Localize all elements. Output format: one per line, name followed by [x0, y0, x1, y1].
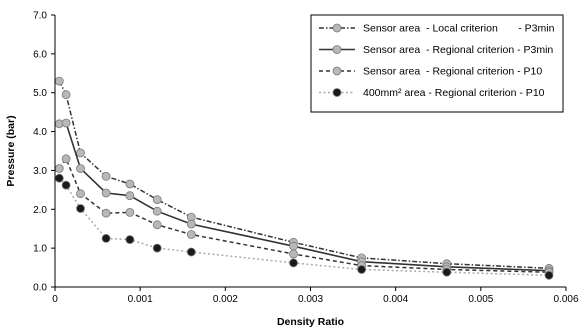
series-line-1	[58, 80, 550, 270]
x-tick-label-7: 0.006	[553, 294, 578, 305]
series-1-point-3	[76, 148, 85, 158]
legend-marker-3	[332, 66, 342, 76]
legend-label-3: Sensor area - Regional criterion - P10	[363, 66, 542, 78]
series-1-point-6	[152, 195, 162, 205]
legend-marker-2	[332, 45, 342, 54]
x-tick-label-1: 0	[52, 294, 58, 305]
series-3-point-6	[152, 220, 162, 230]
series-3-point-2	[61, 154, 71, 164]
y-tick-label-4: 3.0	[33, 166, 47, 177]
series-2-point-7	[186, 219, 196, 229]
series-2-point-2	[61, 118, 71, 128]
x-axis-title: Density Ratio	[277, 316, 344, 328]
legend-marker-1	[332, 23, 342, 33]
legend-label-2: Sensor area - Regional criterion - P3min	[363, 44, 553, 56]
series-3-point-8	[289, 249, 298, 259]
series-2-point-8	[289, 241, 298, 251]
series-2-point-3	[76, 164, 85, 173]
series-2-point-6	[152, 206, 162, 216]
series-4-point-9	[357, 265, 367, 274]
series-1-point-5	[125, 179, 135, 189]
series-line-4	[58, 177, 550, 277]
series-4-point-7	[186, 247, 196, 257]
series-3-point-1	[54, 164, 64, 173]
series-4-point-3	[76, 204, 85, 213]
series-4-point-4	[101, 233, 111, 243]
legend-label-4: 400mm² area - Regional criterion - P10	[363, 87, 545, 99]
y-tick-label-2: 1.0	[33, 244, 47, 255]
series-4-point-5	[125, 235, 135, 245]
x-tick-label-4: 0.003	[298, 294, 323, 305]
y-tick-label-3: 2.0	[33, 205, 47, 216]
legend-label-1: Sensor area - Local criterion - P3min	[363, 23, 555, 35]
y-tick-label-5: 4.0	[33, 127, 47, 138]
series-1-point-2	[61, 90, 71, 100]
series-3-point-3	[76, 189, 85, 199]
y-tick-label-1: 0.0	[33, 283, 47, 294]
series-3-point-7	[186, 230, 196, 239]
series-4-point-6	[152, 243, 162, 253]
series-4-point-2	[61, 180, 71, 190]
x-tick-label-6: 0.005	[468, 294, 493, 305]
legend-box	[310, 14, 564, 113]
x-tick-label-5: 0.004	[383, 294, 408, 305]
x-tick-label-2: 0.001	[128, 294, 153, 305]
series-4-point-11	[544, 270, 554, 280]
series-1-point-4	[101, 171, 111, 181]
y-tick-label-6: 5.0	[33, 88, 47, 99]
x-tick-label-3: 0.002	[213, 294, 238, 305]
series-2-point-4	[101, 188, 111, 198]
series-2-point-5	[125, 191, 135, 201]
series-3-point-5	[125, 207, 135, 217]
series-4-point-1	[54, 173, 64, 183]
legend-marker-4	[332, 88, 342, 97]
series-1-point-1	[54, 76, 64, 86]
series-3-point-4	[101, 208, 111, 218]
y-tick-label-8: 7.0	[33, 11, 47, 22]
series-4-point-10	[442, 267, 452, 277]
y-tick-label-7: 6.0	[33, 49, 47, 60]
series-4-point-8	[289, 258, 298, 268]
y-axis-title: Pressure (bar)	[5, 115, 17, 186]
